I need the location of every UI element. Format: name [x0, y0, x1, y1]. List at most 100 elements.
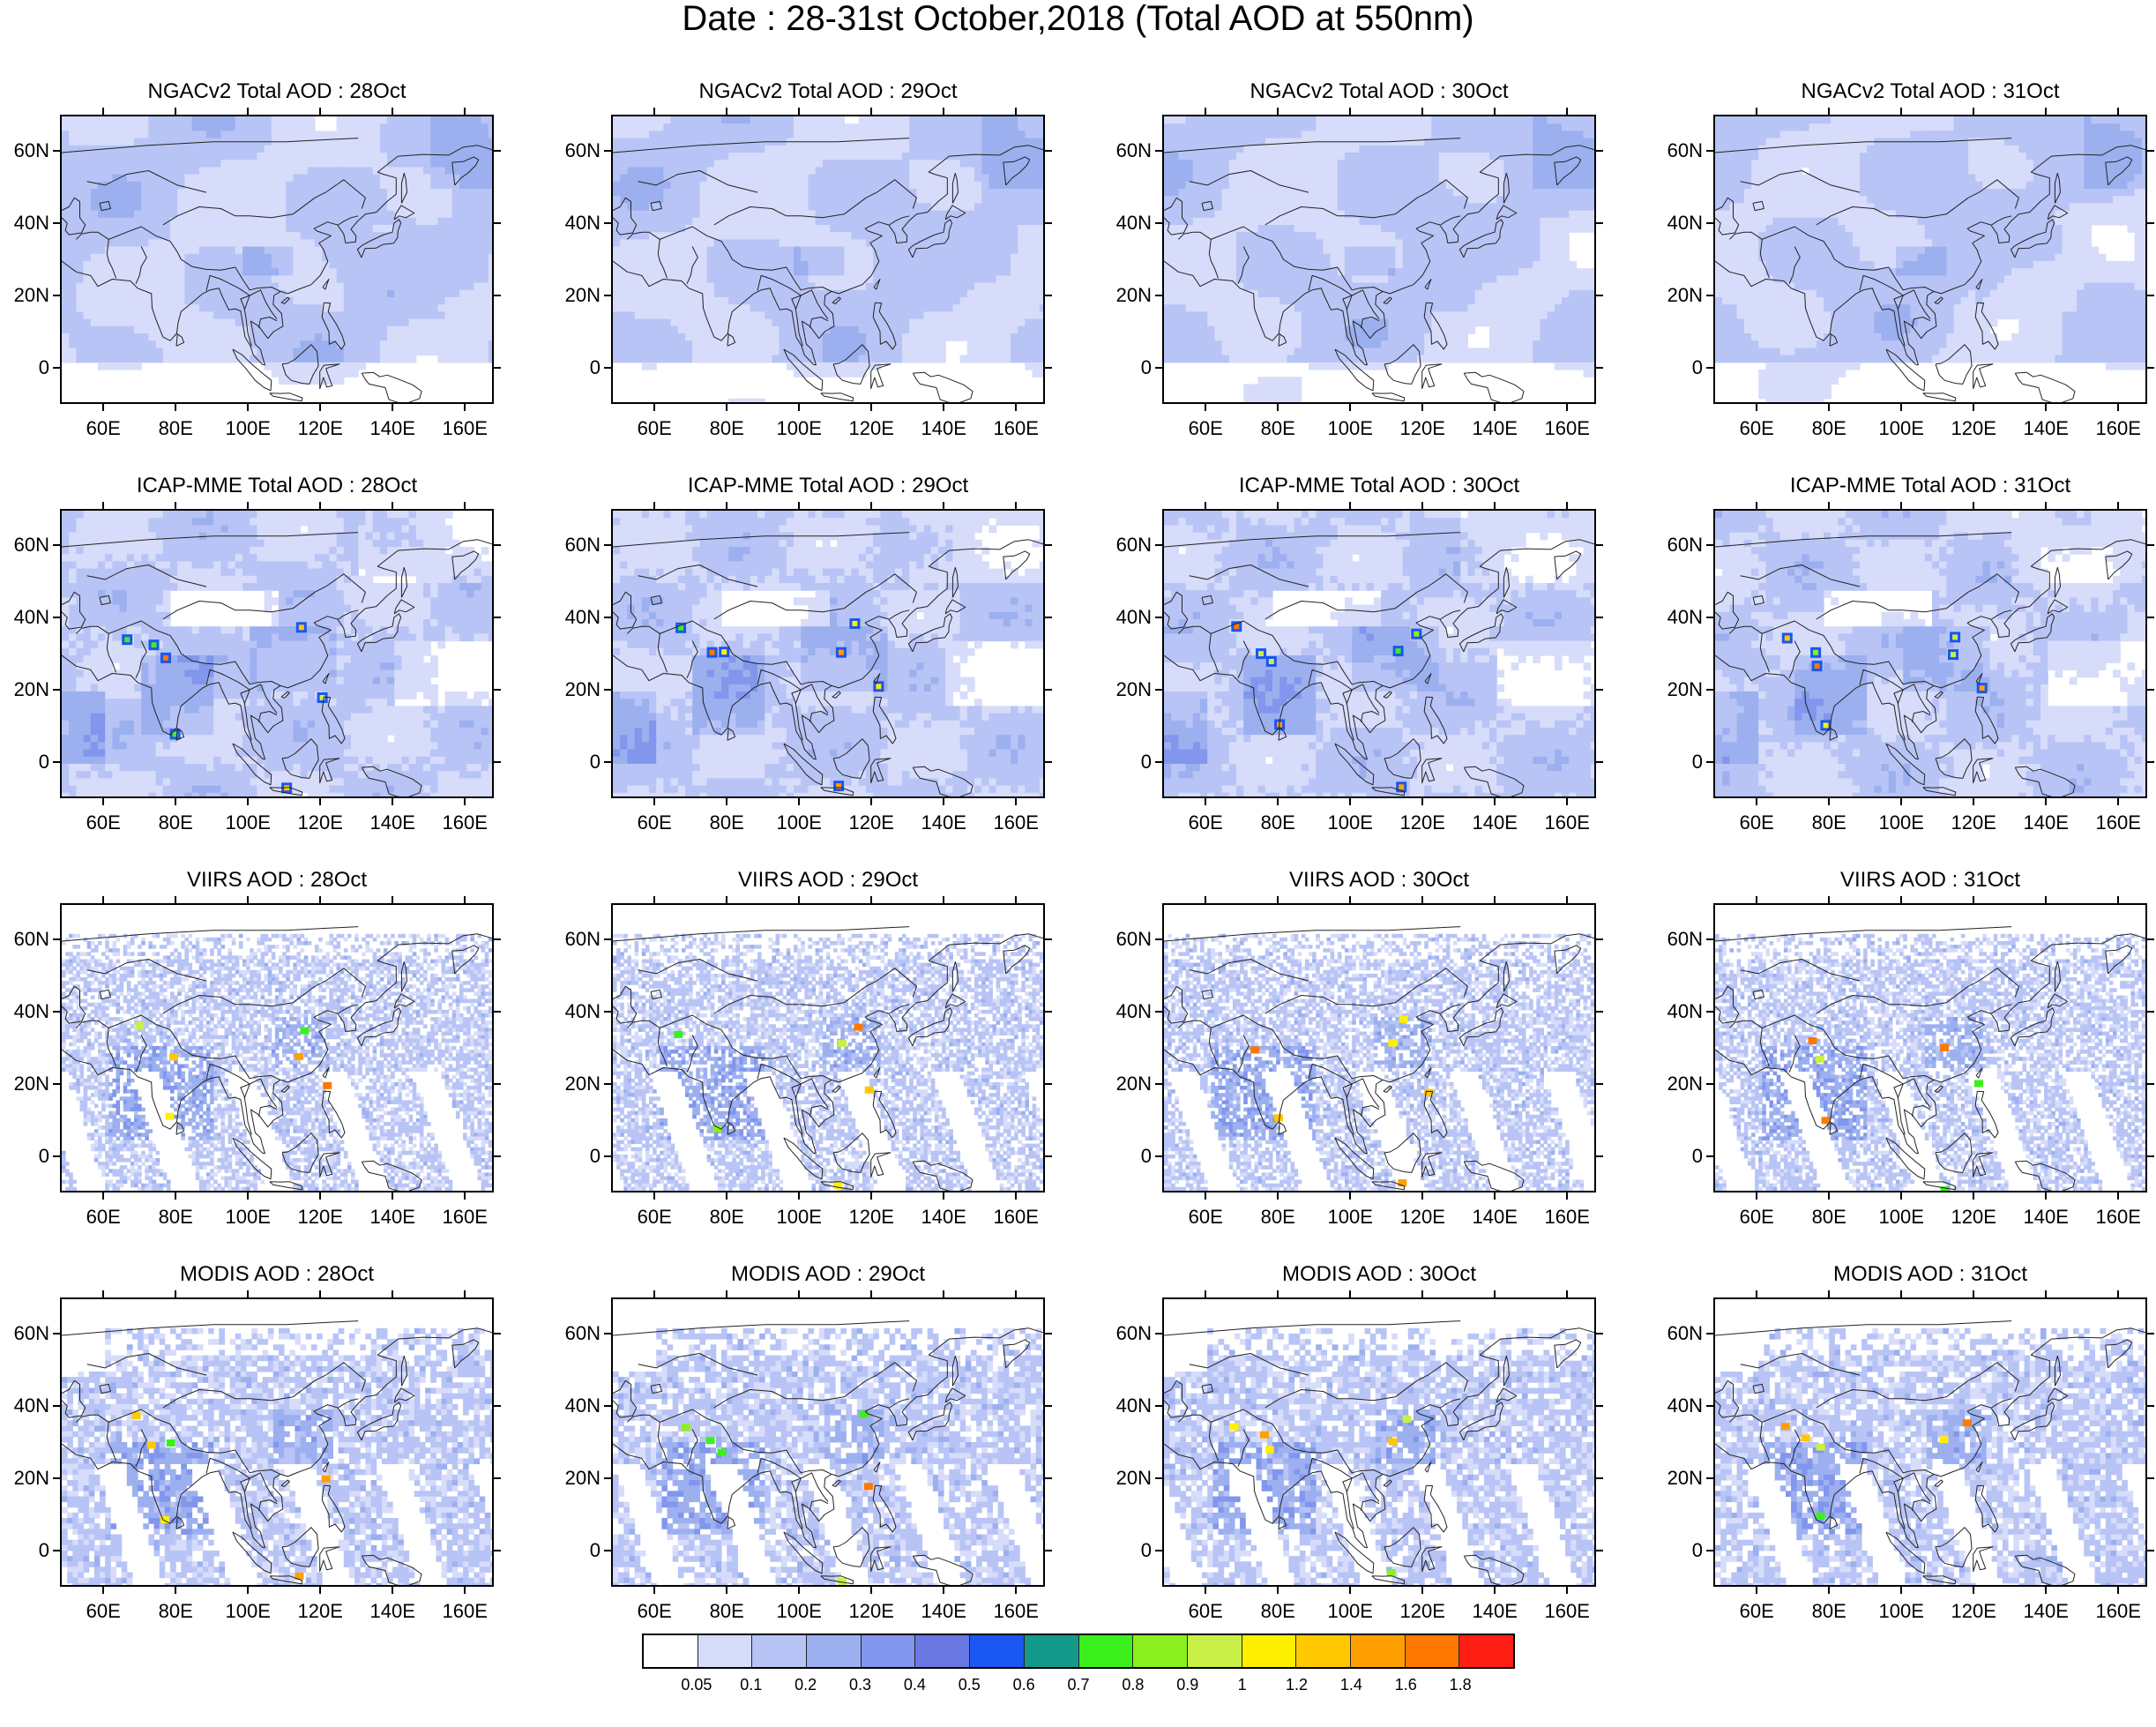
map-modis-1: [60, 1297, 494, 1587]
aod-colorbar: [642, 1634, 1515, 1669]
lat-tick-mark: [1155, 1550, 1162, 1551]
lon-tick-mark: [1015, 1587, 1018, 1594]
panel-title: ICAP-MME Total AOD : 30Oct: [1150, 474, 1608, 498]
lat-tick-mark: [1045, 1155, 1052, 1157]
lon-tick-mark: [1015, 1290, 1018, 1297]
lat-tick-mark: [1045, 222, 1052, 224]
lat-tick-label: 60N: [0, 1323, 49, 1344]
lat-tick-mark: [1045, 1011, 1052, 1013]
lon-tick-label: 80E: [140, 418, 211, 439]
lon-tick-mark: [1756, 798, 1758, 805]
colorbar-label: 0.8: [1107, 1676, 1160, 1693]
lat-tick-mark: [494, 689, 501, 691]
lon-tick-label: 60E: [619, 1601, 690, 1622]
lon-tick-label: 100E: [1866, 1207, 1936, 1228]
lat-tick-label: 40N: [1650, 1395, 1703, 1417]
lon-tick-mark: [1566, 108, 1569, 115]
lat-tick-mark: [494, 222, 501, 224]
lat-tick-mark: [1706, 367, 1713, 369]
lon-tick-mark: [1828, 1192, 1831, 1200]
lon-tick-label: 120E: [1938, 812, 2009, 834]
map-ngacv2-3: [1162, 115, 1596, 404]
colorbar-cell: [1133, 1635, 1188, 1667]
lon-tick-mark: [1566, 502, 1569, 509]
lat-tick-label: 0: [1650, 1146, 1703, 1167]
lon-tick-mark: [1566, 404, 1569, 411]
lon-tick-label: 120E: [1387, 418, 1458, 439]
lon-tick-mark: [870, 1192, 873, 1200]
lon-tick-mark: [392, 1290, 394, 1297]
aod-field: [613, 116, 1043, 402]
lat-tick-mark: [1596, 1155, 1603, 1157]
lon-tick-mark: [1349, 502, 1352, 509]
lat-tick-mark: [1045, 689, 1052, 691]
lat-tick-mark: [1706, 544, 1713, 546]
lat-tick-label: 20N: [0, 679, 49, 700]
colorbar-cell: [1350, 1635, 1406, 1667]
lon-tick-mark: [1015, 798, 1018, 805]
lat-tick-mark: [1045, 1550, 1052, 1551]
lon-tick-label: 100E: [1866, 812, 1936, 834]
lat-tick-mark: [604, 938, 611, 940]
lon-tick-mark: [1756, 1192, 1758, 1200]
lat-tick-mark: [1045, 617, 1052, 618]
lat-tick-label: 0: [548, 1146, 601, 1167]
map-modis-3: [1162, 1297, 1596, 1587]
lat-tick-mark: [604, 150, 611, 152]
lat-tick-mark: [1596, 222, 1603, 224]
lon-tick-mark: [1494, 502, 1496, 509]
lon-tick-mark: [1900, 404, 1903, 411]
lon-tick-mark: [464, 896, 466, 903]
map-viirs-2: [611, 903, 1045, 1192]
lat-tick-label: 0: [1650, 357, 1703, 378]
lat-tick-label: 0: [0, 751, 49, 773]
lon-tick-mark: [464, 1290, 466, 1297]
lon-tick-label: 80E: [691, 812, 762, 834]
lon-tick-label: 80E: [140, 1207, 211, 1228]
lon-tick-label: 100E: [1315, 1601, 1385, 1622]
lon-tick-label: 100E: [764, 1601, 834, 1622]
lon-tick-mark: [1205, 1587, 1207, 1594]
lat-tick-mark: [2147, 1333, 2154, 1334]
lat-tick-label: 60N: [0, 929, 49, 950]
lon-tick-mark: [1828, 1587, 1831, 1594]
lon-tick-mark: [1205, 108, 1207, 115]
lon-tick-mark: [653, 896, 656, 903]
panel-title: VIIRS AOD : 28Oct: [48, 868, 506, 893]
lon-tick-mark: [1900, 108, 1903, 115]
lon-tick-mark: [798, 502, 801, 509]
colorbar-cell: [1296, 1635, 1351, 1667]
lon-tick-mark: [1421, 108, 1424, 115]
lon-tick-label: 60E: [619, 1207, 690, 1228]
lat-tick-mark: [53, 1550, 60, 1551]
lat-tick-mark: [1155, 617, 1162, 618]
lat-tick-label: 40N: [1099, 607, 1152, 628]
lat-tick-label: 0: [548, 1540, 601, 1561]
map-ngacv2-4: [1713, 115, 2147, 404]
lat-tick-label: 20N: [0, 1468, 49, 1489]
lat-tick-mark: [53, 367, 60, 369]
lat-tick-label: 60N: [1650, 929, 1703, 950]
lon-tick-mark: [1494, 1192, 1496, 1200]
lat-tick-mark: [53, 689, 60, 691]
lon-tick-mark: [1421, 502, 1424, 509]
lon-tick-mark: [870, 1587, 873, 1594]
lon-tick-mark: [2117, 108, 2120, 115]
lon-tick-mark: [870, 798, 873, 805]
lon-tick-mark: [247, 896, 250, 903]
lat-tick-mark: [1045, 1477, 1052, 1479]
lat-tick-mark: [1045, 367, 1052, 369]
lon-tick-label: 60E: [1170, 1601, 1241, 1622]
lat-tick-label: 40N: [548, 607, 601, 628]
aod-field: [1164, 116, 1594, 402]
aod-field: [1715, 511, 2145, 796]
lat-tick-mark: [1155, 295, 1162, 296]
lat-tick-mark: [1596, 761, 1603, 763]
lon-tick-label: 140E: [908, 812, 979, 834]
lat-tick-mark: [1706, 1477, 1713, 1479]
lon-tick-label: 100E: [764, 418, 834, 439]
lat-tick-mark: [1596, 1477, 1603, 1479]
lat-tick-mark: [604, 1083, 611, 1085]
lat-tick-mark: [1155, 1155, 1162, 1157]
lat-tick-label: 0: [1650, 751, 1703, 773]
